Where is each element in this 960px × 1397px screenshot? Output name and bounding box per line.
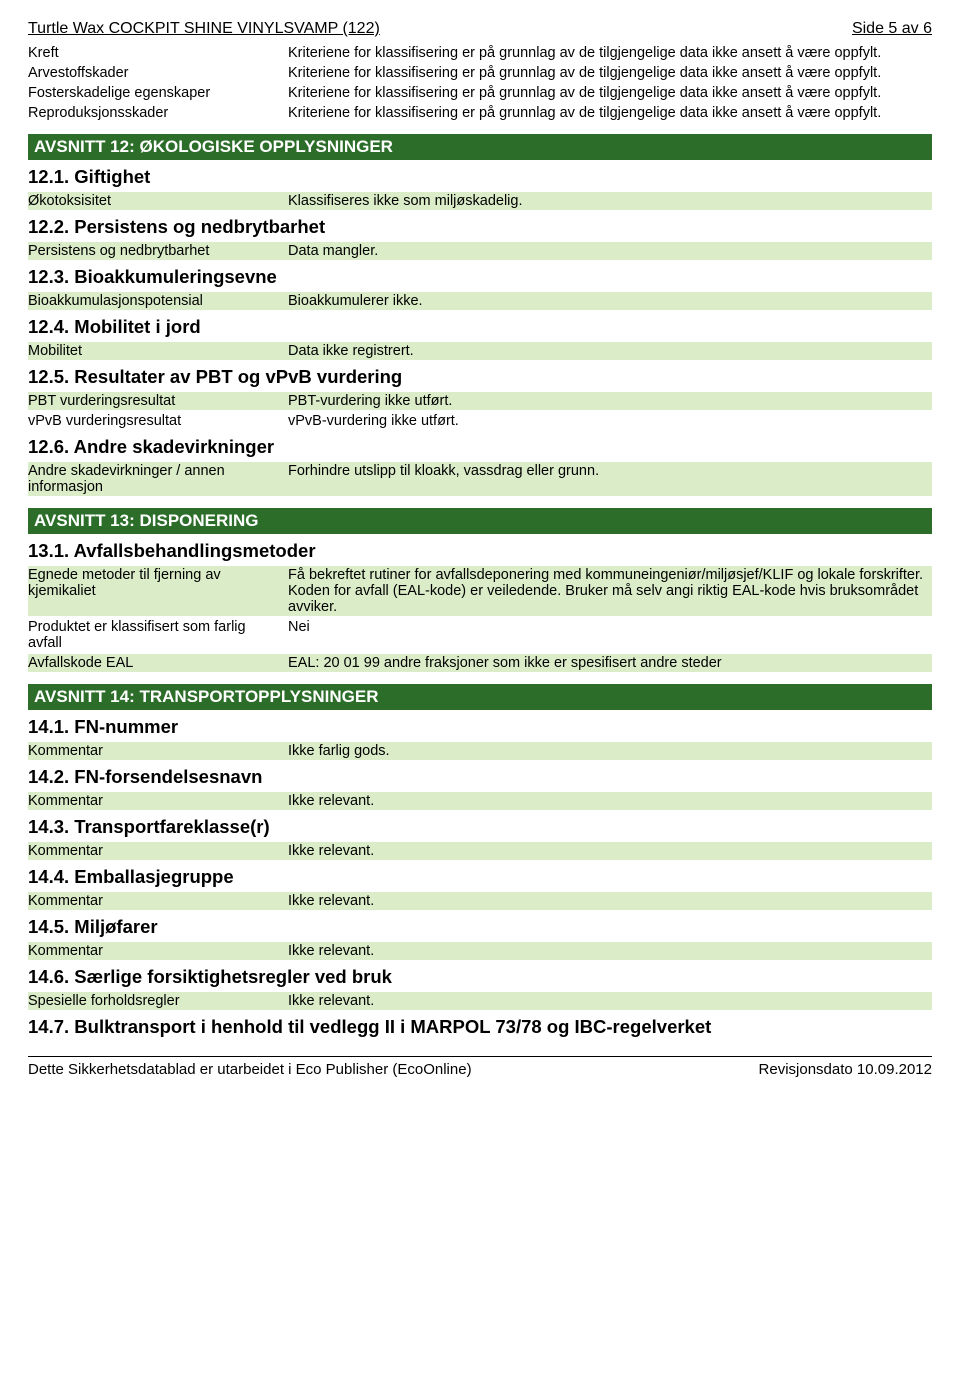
property-label: vPvB vurderingsresultat	[28, 413, 288, 429]
page-indicator: Side 5 av 6	[852, 20, 932, 38]
property-label: Kommentar	[28, 843, 288, 859]
property-row: Andre skadevirkninger / annen informasjo…	[28, 462, 932, 496]
property-value: PBT-vurdering ikke utført.	[288, 393, 932, 409]
property-value: Data mangler.	[288, 243, 932, 259]
footer-left: Dette Sikkerhetsdatablad er utarbeidet i…	[28, 1061, 472, 1078]
property-label: Økotoksisitet	[28, 193, 288, 209]
property-row: KommentarIkke relevant.	[28, 942, 932, 960]
property-label: Persistens og nedbrytbarhet	[28, 243, 288, 259]
footer-rule	[28, 1056, 932, 1057]
property-row: ØkotoksisitetKlassifiseres ikke som milj…	[28, 192, 932, 210]
page-footer: Dette Sikkerhetsdatablad er utarbeidet i…	[28, 1061, 932, 1078]
property-label: PBT vurderingsresultat	[28, 393, 288, 409]
section-bar: AVSNITT 13: DISPONERING	[28, 508, 932, 534]
property-value: Ikke farlig gods.	[288, 743, 932, 759]
property-row: ArvestoffskaderKriteriene for klassifise…	[28, 64, 932, 82]
property-label: Andre skadevirkninger / annen informasjo…	[28, 463, 288, 495]
property-row: Spesielle forholdsreglerIkke relevant.	[28, 992, 932, 1010]
section-bar: AVSNITT 14: TRANSPORTOPPLYSNINGER	[28, 684, 932, 710]
property-row: ReproduksjonsskaderKriteriene for klassi…	[28, 104, 932, 122]
page-header: Turtle Wax COCKPIT SHINE VINYLSVAMP (122…	[28, 20, 932, 38]
property-row: vPvB vurderingsresultatvPvB-vurdering ik…	[28, 412, 932, 430]
property-label: Kommentar	[28, 893, 288, 909]
subsection-heading: 12.1. Giftighet	[28, 166, 932, 188]
property-row: KommentarIkke relevant.	[28, 892, 932, 910]
property-value: Ikke relevant.	[288, 793, 932, 809]
property-row: KommentarIkke relevant.	[28, 842, 932, 860]
subsection-heading: 14.7. Bulktransport i henhold til vedleg…	[28, 1016, 932, 1038]
property-value: Klassifiseres ikke som miljøskadelig.	[288, 193, 932, 209]
property-value: vPvB-vurdering ikke utført.	[288, 413, 932, 429]
subsection-heading: 12.4. Mobilitet i jord	[28, 316, 932, 338]
property-label: Reproduksjonsskader	[28, 105, 288, 121]
subsection-heading: 14.3. Transportfareklasse(r)	[28, 816, 932, 838]
property-label: Mobilitet	[28, 343, 288, 359]
document-title: Turtle Wax COCKPIT SHINE VINYLSVAMP (122…	[28, 20, 380, 38]
property-label: Kommentar	[28, 793, 288, 809]
property-row: Produktet er klassifisert som farlig avf…	[28, 618, 932, 652]
property-value: Bioakkumulerer ikke.	[288, 293, 932, 309]
property-value: Kriteriene for klassifisering er på grun…	[288, 65, 932, 81]
property-row: Avfallskode EALEAL: 20 01 99 andre fraks…	[28, 654, 932, 672]
property-label: Bioakkumulasjonspotensial	[28, 293, 288, 309]
property-value: Få bekreftet rutiner for avfallsdeponeri…	[288, 567, 932, 615]
section-bar: AVSNITT 12: ØKOLOGISKE OPPLYSNINGER	[28, 134, 932, 160]
property-label: Kreft	[28, 45, 288, 61]
property-label: Arvestoffskader	[28, 65, 288, 81]
subsection-heading: 14.5. Miljøfarer	[28, 916, 932, 938]
property-row: Egnede metoder til fjerning av kjemikali…	[28, 566, 932, 616]
top-properties: KreftKriteriene for klassifisering er på…	[28, 44, 932, 122]
property-row: BioakkumulasjonspotensialBioakkumulerer …	[28, 292, 932, 310]
property-value: Ikke relevant.	[288, 943, 932, 959]
subsection-heading: 14.4. Emballasjegruppe	[28, 866, 932, 888]
property-row: Persistens og nedbrytbarhetData mangler.	[28, 242, 932, 260]
property-value: Kriteriene for klassifisering er på grun…	[288, 105, 932, 121]
property-label: Spesielle forholdsregler	[28, 993, 288, 1009]
subsection-heading: 14.2. FN-forsendelsesnavn	[28, 766, 932, 788]
property-row: MobilitetData ikke registrert.	[28, 342, 932, 360]
property-value: EAL: 20 01 99 andre fraksjoner som ikke …	[288, 655, 932, 671]
property-value: Kriteriene for klassifisering er på grun…	[288, 85, 932, 101]
property-row: Fosterskadelige egenskaperKriteriene for…	[28, 84, 932, 102]
subsection-heading: 12.6. Andre skadevirkninger	[28, 436, 932, 458]
property-row: PBT vurderingsresultatPBT-vurdering ikke…	[28, 392, 932, 410]
property-value: Kriteriene for klassifisering er på grun…	[288, 45, 932, 61]
subsection-heading: 14.1. FN-nummer	[28, 716, 932, 738]
property-value: Ikke relevant.	[288, 893, 932, 909]
footer-right: Revisjonsdato 10.09.2012	[759, 1061, 932, 1078]
sections: AVSNITT 12: ØKOLOGISKE OPPLYSNINGER 12.1.…	[28, 134, 932, 1038]
property-row: KommentarIkke relevant.	[28, 792, 932, 810]
property-value: Nei	[288, 619, 932, 651]
property-label: Kommentar	[28, 943, 288, 959]
property-label: Avfallskode EAL	[28, 655, 288, 671]
subsection-heading: 13.1. Avfallsbehandlingsmetoder	[28, 540, 932, 562]
property-value: Ikke relevant.	[288, 843, 932, 859]
property-value: Forhindre utslipp til kloakk, vassdrag e…	[288, 463, 932, 495]
property-label: Kommentar	[28, 743, 288, 759]
subsection-heading: 12.5. Resultater av PBT og vPvB vurderin…	[28, 366, 932, 388]
subsection-heading: 12.3. Bioakkumuleringsevne	[28, 266, 932, 288]
property-value: Ikke relevant.	[288, 993, 932, 1009]
subsection-heading: 12.2. Persistens og nedbrytbarhet	[28, 216, 932, 238]
subsection-heading: 14.6. Særlige forsiktighetsregler ved br…	[28, 966, 932, 988]
property-row: KreftKriteriene for klassifisering er på…	[28, 44, 932, 62]
property-value: Data ikke registrert.	[288, 343, 932, 359]
property-label: Fosterskadelige egenskaper	[28, 85, 288, 101]
property-row: KommentarIkke farlig gods.	[28, 742, 932, 760]
property-label: Egnede metoder til fjerning av kjemikali…	[28, 567, 288, 615]
property-label: Produktet er klassifisert som farlig avf…	[28, 619, 288, 651]
